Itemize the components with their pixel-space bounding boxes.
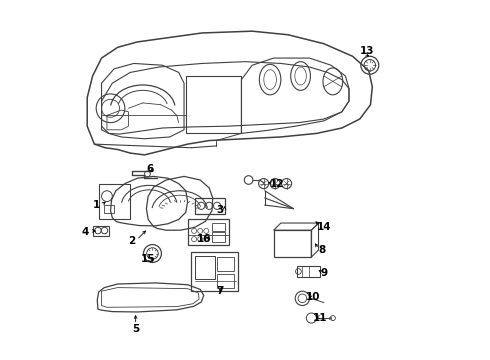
Text: 8: 8 <box>318 245 326 255</box>
Bar <box>212 231 224 242</box>
Bar <box>99 184 129 220</box>
Bar <box>217 274 234 288</box>
Text: 12: 12 <box>270 179 285 189</box>
Text: 14: 14 <box>317 222 331 231</box>
Text: 2: 2 <box>128 236 136 246</box>
Text: 7: 7 <box>216 286 223 296</box>
Bar <box>212 223 224 231</box>
Text: 1: 1 <box>93 200 100 210</box>
Text: 16: 16 <box>196 234 211 244</box>
Bar <box>195 256 215 279</box>
Text: 3: 3 <box>216 206 223 216</box>
Text: 13: 13 <box>360 46 374 56</box>
Bar <box>104 205 115 213</box>
Bar <box>93 226 109 235</box>
Bar <box>195 198 225 214</box>
Text: 6: 6 <box>147 164 153 174</box>
Text: 9: 9 <box>320 268 327 278</box>
Bar <box>188 220 229 244</box>
Text: 5: 5 <box>132 324 139 334</box>
Text: 15: 15 <box>141 254 155 264</box>
Bar <box>186 76 242 134</box>
Text: 10: 10 <box>306 292 320 302</box>
Text: 11: 11 <box>313 313 327 323</box>
Bar <box>297 266 320 277</box>
Bar <box>191 252 238 291</box>
Bar <box>217 257 234 271</box>
Text: 4: 4 <box>82 227 89 237</box>
